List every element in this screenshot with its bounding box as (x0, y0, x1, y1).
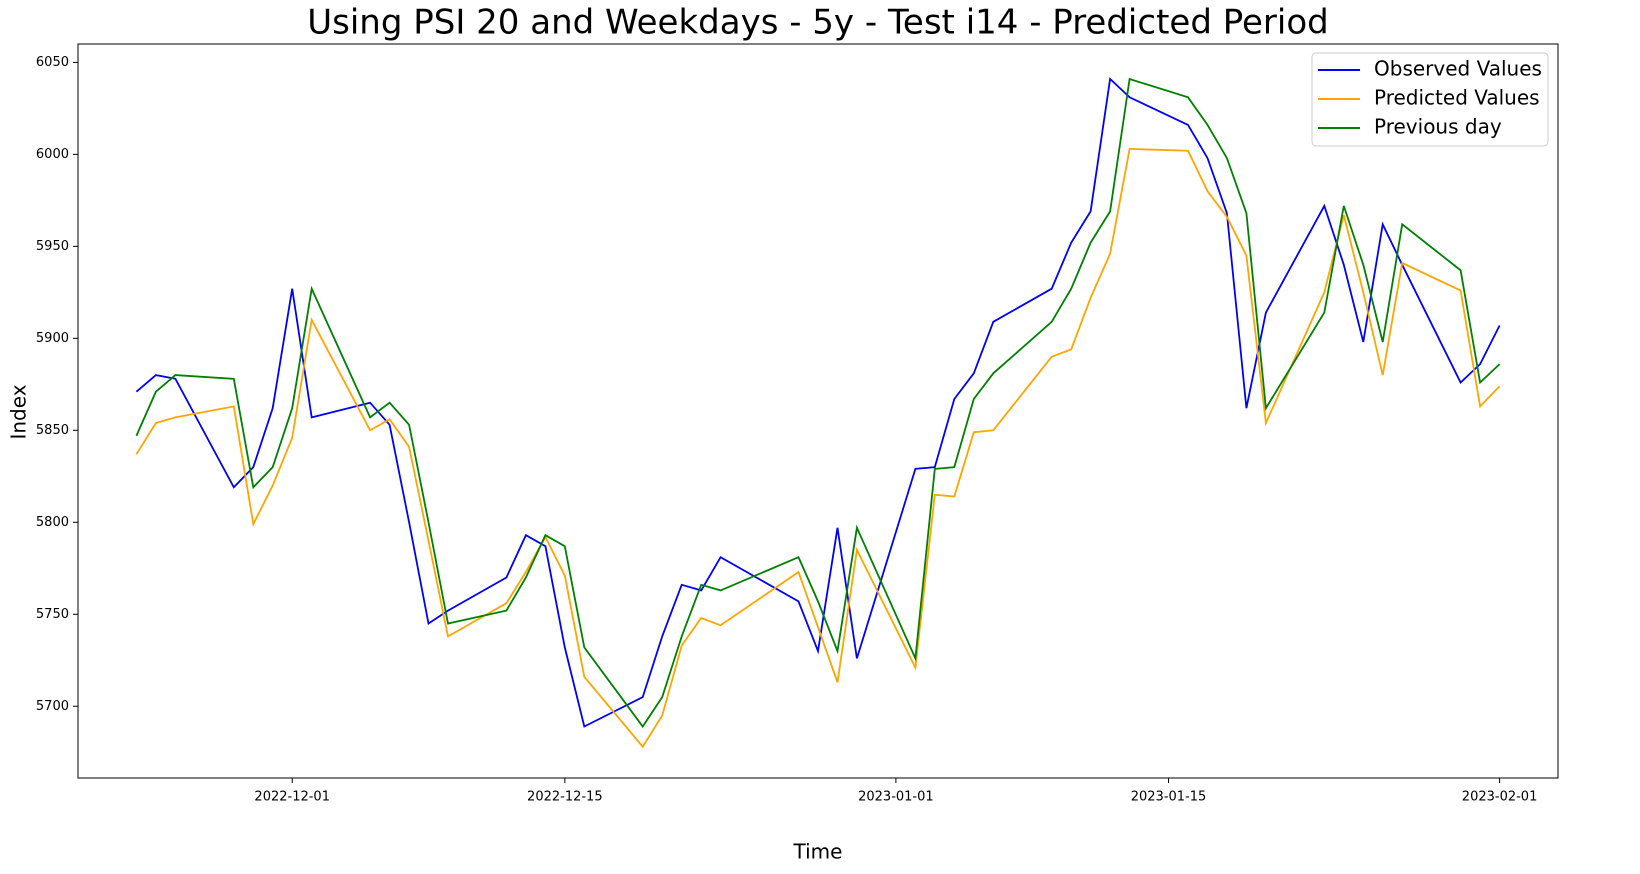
series-line (135, 77, 1501, 729)
y-tick-label: 5750 (36, 607, 69, 622)
legend-label: Predicted Values (1374, 86, 1540, 110)
x-tick-label: 2022-12-01 (254, 790, 330, 805)
x-tick-label: 2023-02-01 (1462, 790, 1538, 805)
series-line (135, 77, 1501, 728)
legend-box (1311, 52, 1549, 147)
y-tick-label: 5700 (36, 699, 69, 714)
y-tick-label: 5900 (36, 331, 69, 346)
legend-label: Previous day (1374, 115, 1502, 139)
x-tick-label: 2023-01-15 (1131, 790, 1207, 805)
y-tick-label: 5800 (36, 515, 69, 530)
y-tick-label: 6000 (36, 147, 69, 162)
chart-title: Using PSI 20 and Weekdays - 5y - Test i1… (307, 3, 1328, 43)
plot-frame (77, 43, 1559, 779)
x-tick-label: 2023-01-01 (858, 790, 934, 805)
y-tick-label: 6050 (36, 55, 69, 70)
x-axis-label: Time (793, 840, 843, 864)
y-tick-label: 5850 (36, 423, 69, 438)
x-tick-label: 2022-12-15 (527, 790, 603, 805)
y-tick-label: 5950 (36, 239, 69, 254)
series-line (135, 147, 1501, 749)
legend-label: Observed Values (1374, 57, 1542, 81)
y-axis-label: Index (7, 384, 31, 439)
